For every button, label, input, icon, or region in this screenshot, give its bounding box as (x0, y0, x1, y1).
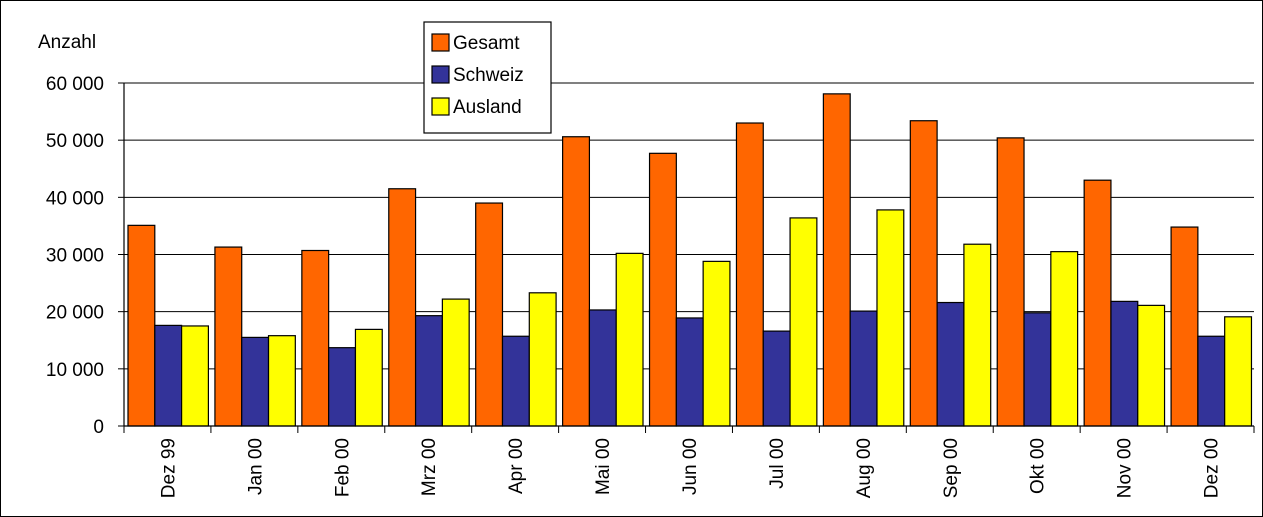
bar-schweiz-3 (414, 315, 443, 427)
bar-ausland-1 (267, 335, 296, 427)
x-tick-label: Apr 00 (506, 438, 527, 494)
bar-ausland-5 (615, 252, 644, 427)
bar-ausland-9 (963, 243, 992, 427)
bar-ausland-3 (441, 298, 470, 427)
x-tick-label: Jun 00 (680, 438, 701, 495)
legend-label: Ausland (453, 97, 522, 118)
y-tick-label: 0 (93, 417, 104, 438)
bar-gesamt-11 (1083, 179, 1112, 427)
bar-schweiz-5 (588, 309, 617, 427)
x-tick-label: Dez 00 (1202, 438, 1223, 498)
bar-schweiz-11 (1110, 300, 1139, 427)
legend: Gesamt Schweiz Ausland (423, 21, 552, 134)
bar-ausland-12 (1224, 316, 1253, 427)
x-tick-label: Jan 00 (245, 438, 266, 495)
x-tick-labels: Dez 99 Jan 00 Feb 00 Mrz 00 Apr 00 Mai 00 Jun … (158, 438, 1222, 498)
bars (127, 93, 1253, 427)
y-tick-label: 60 000 (46, 74, 104, 95)
x-tick-label: Jul 00 (767, 438, 788, 489)
bar-gesamt-5 (562, 136, 591, 427)
x-tick-label: Sep 00 (941, 438, 962, 498)
y-tick-labels: 0 10 000 20 000 30 000 40 000 50 000 60 000 (46, 74, 104, 438)
axes (123, 83, 1255, 433)
legend-swatch (431, 97, 450, 116)
y-tick-label: 20 000 (46, 303, 104, 324)
bar-schweiz-2 (328, 347, 357, 427)
legend-label: Gesamt (453, 33, 520, 54)
bar-ausland-2 (354, 328, 383, 427)
bar-ausland-10 (1050, 251, 1079, 427)
legend-label: Schweiz (453, 65, 524, 86)
bar-gesamt-9 (909, 120, 938, 427)
x-tick-label: Feb 00 (332, 438, 353, 497)
x-tick-label: Okt 00 (1028, 438, 1049, 494)
bar-gesamt-10 (996, 137, 1025, 427)
y-tick-label: 10 000 (46, 360, 104, 381)
bar-gesamt-12 (1170, 226, 1199, 427)
x-tick-label: Mai 00 (593, 438, 614, 495)
bar-ausland-0 (181, 325, 210, 427)
bar-gesamt-6 (648, 152, 677, 427)
y-axis-label: Anzahl (38, 32, 96, 53)
x-tick-label: Mrz 00 (419, 438, 440, 496)
bar-gesamt-3 (388, 188, 417, 427)
bar-schweiz-9 (936, 301, 965, 427)
x-tick-label: Aug 00 (854, 438, 875, 498)
legend-swatch (431, 33, 450, 52)
bar-ausland-7 (789, 217, 818, 427)
y-tick-label: 40 000 (46, 188, 104, 209)
x-tick-label: Nov 00 (1115, 438, 1136, 498)
bar-schweiz-8 (849, 310, 878, 427)
bar-ausland-6 (702, 260, 731, 427)
bar-ausland-8 (876, 209, 905, 427)
bar-schweiz-0 (154, 324, 183, 427)
bar-gesamt-7 (735, 122, 764, 427)
legend-swatch (431, 65, 450, 84)
bar-gesamt-0 (127, 224, 156, 427)
bar-schweiz-6 (675, 317, 704, 427)
bar-gesamt-2 (301, 249, 330, 427)
bar-schweiz-4 (501, 335, 530, 427)
bar-ausland-4 (528, 292, 557, 427)
bar-schweiz-10 (1023, 312, 1052, 427)
bar-gesamt-1 (214, 246, 243, 427)
y-tick-label: 50 000 (46, 131, 104, 152)
x-tick-label: Dez 99 (158, 438, 179, 498)
bar-schweiz-1 (241, 336, 270, 427)
bar-ausland-11 (1137, 304, 1166, 427)
bar-gesamt-4 (475, 202, 504, 427)
bar-schweiz-12 (1197, 335, 1226, 427)
bar-gesamt-8 (822, 93, 851, 427)
bar-schweiz-7 (762, 330, 791, 427)
y-tick-label: 30 000 (46, 246, 104, 267)
